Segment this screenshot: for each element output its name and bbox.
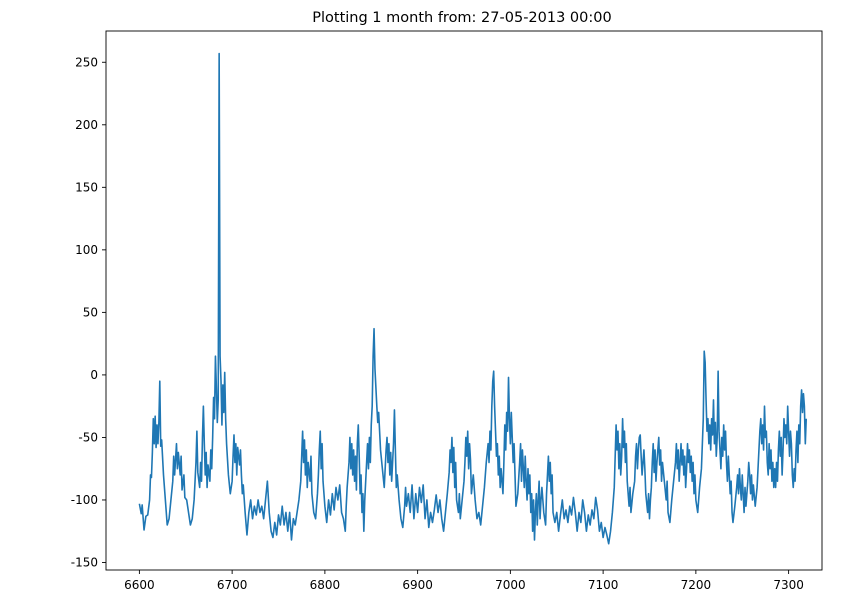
y-tick-label: -50 — [78, 430, 98, 444]
x-tick-label: 7000 — [495, 578, 526, 592]
y-tick-label: 100 — [75, 243, 98, 257]
x-tick-label: 7300 — [773, 578, 804, 592]
x-tick-label: 7200 — [681, 578, 712, 592]
y-tick-label: 200 — [75, 118, 98, 132]
x-tick-label: 7100 — [588, 578, 619, 592]
plot-frame — [105, 30, 823, 571]
y-tick-label: 150 — [75, 180, 98, 194]
x-tick-label: 6900 — [402, 578, 433, 592]
series-line-0 — [138, 52, 808, 545]
x-tick-label: 6700 — [217, 578, 248, 592]
y-tick-label: -100 — [71, 493, 98, 507]
x-tick-label: 6600 — [124, 578, 155, 592]
y-tick-label: 0 — [90, 368, 98, 382]
plot-area — [138, 52, 808, 545]
chart-title: Plotting 1 month from: 27-05-2013 00:00 — [312, 10, 611, 26]
y-tick-label: -150 — [71, 555, 98, 569]
axes: 6600 6700 6800 6900 7000 7100 7200 7300 -150 -100… — [71, 30, 823, 592]
y-tick-label: 250 — [75, 55, 98, 69]
x-tick-label: 6800 — [310, 578, 341, 592]
y-tick-label: 50 — [83, 305, 98, 319]
